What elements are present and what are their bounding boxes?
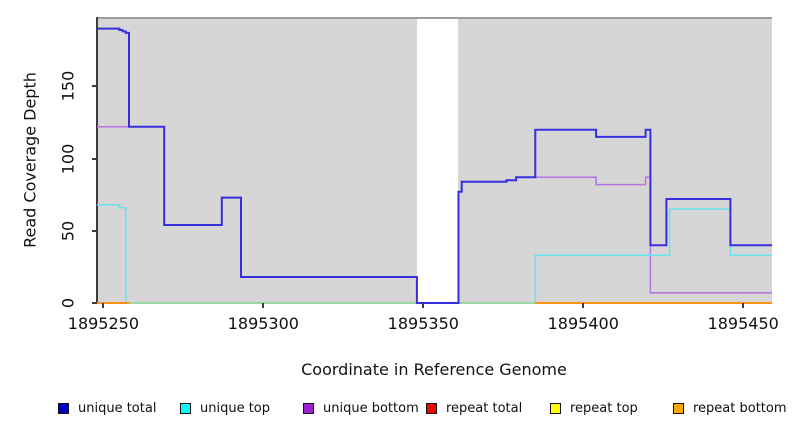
y-tick-label: 0 bbox=[58, 297, 78, 309]
legend-swatch-repeat-total-icon bbox=[426, 403, 437, 414]
series-line-unique-bottom bbox=[97, 126, 772, 304]
legend-item-unique-top: unique top bbox=[180, 401, 270, 416]
y-tick bbox=[92, 302, 97, 304]
legend-label: unique bottom bbox=[323, 401, 419, 416]
x-axis-label: Coordinate in Reference Genome bbox=[301, 360, 567, 379]
y-axis-spine bbox=[96, 17, 98, 303]
y-tick bbox=[92, 229, 97, 232]
legend-label: unique top bbox=[200, 401, 271, 416]
series-line-unique-top bbox=[97, 204, 772, 304]
legend-swatch-unique-total-icon bbox=[58, 403, 69, 414]
legend-item-unique-total: unique total bbox=[58, 401, 156, 416]
y-tick bbox=[92, 85, 97, 88]
legend-label: unique total bbox=[78, 401, 157, 416]
no-data-gap-band bbox=[416, 19, 459, 303]
coverage-step-lines bbox=[97, 27, 772, 304]
y-tick bbox=[92, 157, 97, 160]
legend-label: repeat total bbox=[446, 401, 523, 416]
x-tick bbox=[422, 303, 425, 308]
x-tick bbox=[582, 303, 585, 308]
y-axis-label: Read Coverage Depth bbox=[20, 72, 40, 248]
x-tick bbox=[262, 303, 265, 308]
legend-label: repeat top bbox=[570, 401, 638, 416]
x-tick bbox=[742, 303, 745, 308]
x-tick-label: 1895400 bbox=[547, 314, 619, 333]
legend-label: repeat bottom bbox=[693, 401, 787, 416]
legend-swatch-unique-top-icon bbox=[180, 403, 191, 414]
y-tick-label: 50 bbox=[58, 220, 78, 241]
legend-item-repeat-bottom: repeat bottom bbox=[673, 401, 787, 416]
y-tick-label: 100 bbox=[58, 143, 78, 174]
legend-item-repeat-top: repeat top bbox=[550, 401, 638, 416]
legend-item-repeat-total: repeat total bbox=[426, 401, 522, 416]
series-line-unique-total bbox=[97, 27, 772, 304]
x-tick-label: 1895450 bbox=[707, 314, 779, 333]
x-tick-label: 1895250 bbox=[67, 314, 140, 333]
x-tick bbox=[102, 303, 105, 308]
legend-swatch-repeat-top-icon bbox=[550, 403, 561, 414]
y-tick-label: 150 bbox=[58, 71, 78, 102]
legend-swatch-repeat-bottom-icon bbox=[673, 403, 684, 414]
plot-top-border bbox=[97, 17, 772, 19]
legend-swatch-unique-bottom-icon bbox=[303, 403, 314, 414]
x-tick-label: 1895350 bbox=[387, 314, 459, 333]
x-tick-label: 1895300 bbox=[227, 314, 299, 333]
legend-item-unique-bottom: unique bottom bbox=[303, 401, 419, 416]
